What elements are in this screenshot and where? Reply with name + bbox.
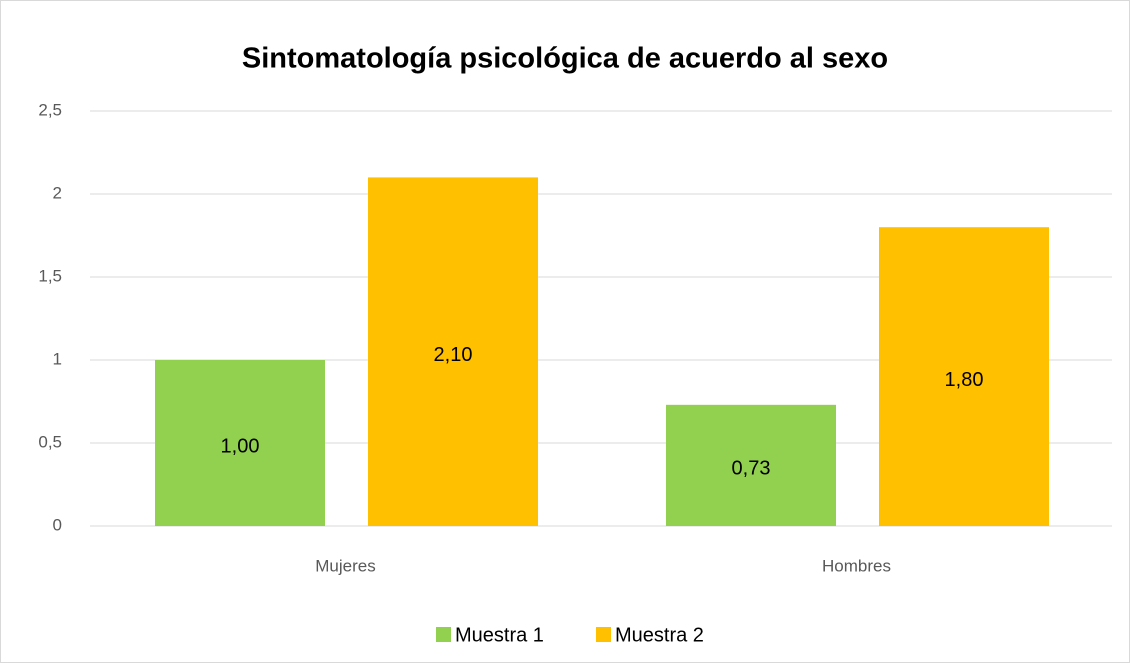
- data-label: 0,73: [732, 458, 771, 480]
- y-tick-label: 0: [53, 515, 62, 534]
- legend-swatch: [436, 627, 451, 642]
- bar: [368, 177, 538, 526]
- data-label: 1,00: [221, 435, 260, 457]
- x-tick-label: Mujeres: [315, 556, 375, 575]
- y-tick-label: 2: [53, 183, 62, 202]
- chart-title: Sintomatología psicológica de acuerdo al…: [242, 43, 888, 75]
- y-tick-label: 1: [53, 349, 62, 368]
- legend-label: Muestra 1: [455, 624, 544, 646]
- x-tick-label: Hombres: [822, 556, 891, 575]
- bar: [666, 404, 836, 526]
- y-tick-label: 0,5: [38, 432, 62, 451]
- legend-swatch: [596, 627, 611, 642]
- y-tick-label: 2,5: [38, 100, 62, 119]
- data-label: 1,80: [945, 369, 984, 391]
- data-label: 2,10: [434, 344, 473, 366]
- y-tick-label: 1,5: [38, 266, 62, 285]
- bar: [879, 227, 1049, 526]
- legend-label: Muestra 2: [615, 624, 704, 646]
- bar: [155, 360, 325, 526]
